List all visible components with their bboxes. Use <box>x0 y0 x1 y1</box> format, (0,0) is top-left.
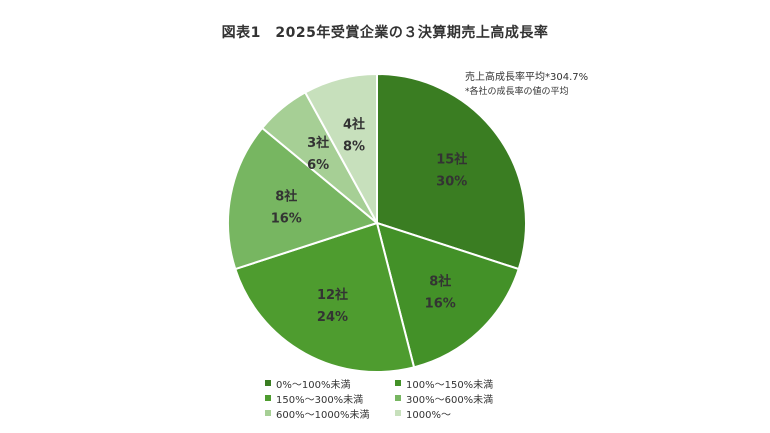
slice-percent-label: 8% <box>343 140 365 155</box>
slice-count-label: 3社 <box>307 135 329 151</box>
average-note-main: 売上高成長率平均*304.7% <box>465 72 589 83</box>
pie-slice <box>234 221 416 373</box>
legend-item: 150%～300%未満 <box>265 391 395 406</box>
slice-percent-label: 6% <box>307 158 329 173</box>
legend-label: 1000%～ <box>406 409 451 421</box>
slice-count-label: 15社 <box>436 152 467 168</box>
average-note: 売上高成長率平均*304.7% *各社の成長率の値の平均 <box>465 71 588 99</box>
legend-swatch <box>265 410 271 416</box>
legend-swatch <box>265 395 271 401</box>
legend-swatch <box>395 380 401 386</box>
legend-item: 100%～150%未満 <box>395 376 525 391</box>
slice-percent-label: 24% <box>317 310 348 325</box>
pie-slice <box>375 221 520 369</box>
legend-label: 300%～600%未満 <box>406 394 494 406</box>
slice-count-label: 12社 <box>317 287 348 303</box>
pie-slice <box>376 72 527 271</box>
legend-label: 600%～1000%未満 <box>276 409 370 421</box>
legend-item: 300%～600%未満 <box>395 391 525 406</box>
slice-count-label: 4社 <box>343 117 365 133</box>
slice-count-label: 8社 <box>275 189 297 205</box>
legend-item: 0%～100%未満 <box>265 376 395 391</box>
legend-label: 100%～150%未満 <box>406 379 494 391</box>
legend-swatch <box>395 395 401 401</box>
chart-title: 図表1 2025年受賞企業の３決算期売上高成長率 <box>221 25 549 41</box>
legend-swatch <box>395 410 401 416</box>
legend-label: 0%～100%未満 <box>276 379 351 391</box>
pie-slice <box>227 126 380 271</box>
slice-percent-label: 16% <box>425 296 456 311</box>
legend-item: 1000%～ <box>395 406 525 421</box>
legend-swatch <box>265 380 271 386</box>
legend-label: 150%～300%未満 <box>276 394 364 406</box>
slice-count-label: 8社 <box>429 273 451 289</box>
legend-item: 600%～1000%未満 <box>265 406 395 421</box>
pie-slice <box>303 72 378 224</box>
average-note-footnote: *各社の成長率の値の平均 <box>465 87 569 97</box>
legend: 0%～100%未満 100%～150%未満 150%～300%未満 300%～600%… <box>265 376 535 421</box>
slice-percent-label: 30% <box>436 175 467 190</box>
slice-percent-label: 16% <box>271 212 302 227</box>
